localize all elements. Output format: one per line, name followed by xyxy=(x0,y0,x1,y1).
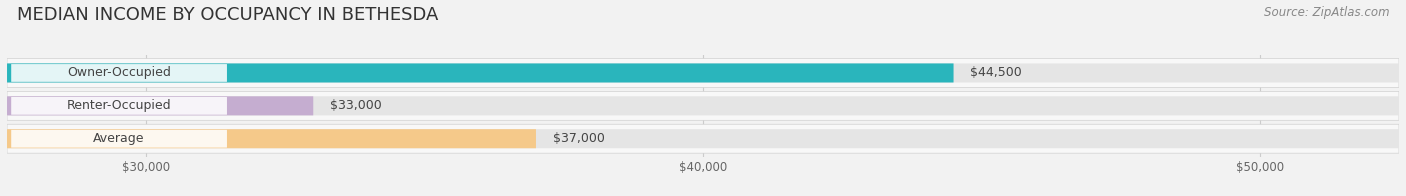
FancyBboxPatch shape xyxy=(7,91,1399,120)
FancyBboxPatch shape xyxy=(7,64,953,83)
FancyBboxPatch shape xyxy=(11,64,226,82)
FancyBboxPatch shape xyxy=(7,129,1399,148)
FancyBboxPatch shape xyxy=(7,96,314,115)
FancyBboxPatch shape xyxy=(7,64,1399,83)
Text: $44,500: $44,500 xyxy=(970,66,1022,79)
Text: Owner-Occupied: Owner-Occupied xyxy=(67,66,172,79)
FancyBboxPatch shape xyxy=(11,130,226,148)
FancyBboxPatch shape xyxy=(7,129,536,148)
Text: $33,000: $33,000 xyxy=(330,99,381,112)
Text: Average: Average xyxy=(93,132,145,145)
FancyBboxPatch shape xyxy=(11,97,226,115)
Text: MEDIAN INCOME BY OCCUPANCY IN BETHESDA: MEDIAN INCOME BY OCCUPANCY IN BETHESDA xyxy=(17,6,439,24)
FancyBboxPatch shape xyxy=(7,58,1399,87)
Text: Renter-Occupied: Renter-Occupied xyxy=(66,99,172,112)
FancyBboxPatch shape xyxy=(7,96,1399,115)
Text: $37,000: $37,000 xyxy=(553,132,605,145)
Text: Source: ZipAtlas.com: Source: ZipAtlas.com xyxy=(1264,6,1389,19)
FancyBboxPatch shape xyxy=(7,124,1399,153)
